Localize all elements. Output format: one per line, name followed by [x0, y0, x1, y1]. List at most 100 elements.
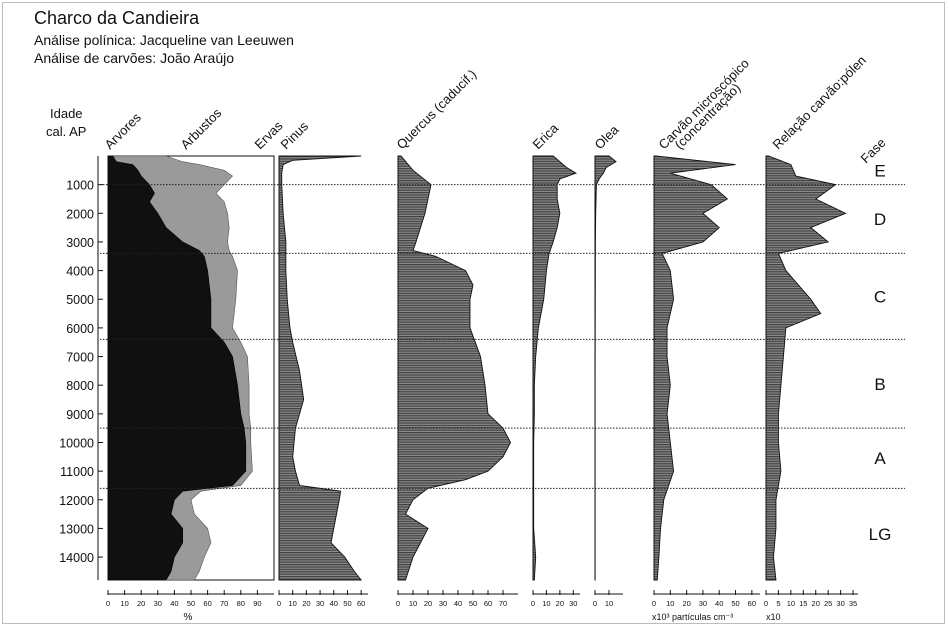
- pinus-x-tick-label: 30: [316, 599, 324, 608]
- olea-x-tick-label: 0: [593, 599, 597, 608]
- olea-x-tick-label: 10: [605, 599, 613, 608]
- summary-x-tick-label: 0: [106, 599, 110, 608]
- header-ervas: Ervas: [252, 118, 286, 152]
- carvao-x-tick-label: 40: [715, 599, 723, 608]
- phase-label: B: [874, 375, 885, 394]
- y-tick-label: 9000: [66, 408, 94, 422]
- header-olea: Olea: [592, 122, 623, 153]
- summary-x-tick-label: 50: [187, 599, 195, 608]
- pinus-x-tick-label: 40: [330, 599, 338, 608]
- erica-curve: [532, 155, 578, 581]
- summary-x-tick-label: 90: [253, 599, 261, 608]
- erica-x-tick-label: 10: [542, 599, 550, 608]
- relacao-area: [766, 156, 846, 580]
- carvao-x-tick-label: 20: [682, 599, 690, 608]
- y-tick-label: 7000: [66, 351, 94, 365]
- y-tick-label: 13000: [59, 522, 94, 536]
- erica-x-tick-label: 20: [556, 599, 564, 608]
- summary-x-tick-label: 80: [237, 599, 245, 608]
- pinus-x-tick-label: 10: [289, 599, 297, 608]
- phase-label: D: [874, 210, 886, 229]
- y-tick-label: 3000: [66, 236, 94, 250]
- pinus-x-tick-label: 60: [357, 599, 365, 608]
- phase-labels: E D C B A LG: [869, 161, 892, 544]
- phase-label: A: [874, 449, 886, 468]
- carvao-unit-label: x10³ partículas cm⁻³: [652, 612, 733, 622]
- quercus-curve: [397, 155, 512, 581]
- quercus-x-tick-label: 0: [396, 599, 400, 608]
- quercus-x-tick-label: 50: [469, 599, 477, 608]
- y-tick-label: 12000: [59, 494, 94, 508]
- y-tick-label: 14000: [59, 551, 94, 565]
- summary-x-tick-label: 10: [120, 599, 128, 608]
- pinus-x-tick-label: 50: [343, 599, 351, 608]
- header-erica: Erica: [530, 120, 562, 152]
- subtitle-pollen-analysis: Análise polínica: Jacqueline van Leeuwen: [34, 32, 294, 48]
- quercus-area: [398, 156, 511, 580]
- y-axis: 1000 2000 3000 4000 5000 6000 7000 8000 9000 1000…: [59, 156, 103, 580]
- relacao-x-tick-label: 10: [787, 599, 795, 608]
- quercus-x-tick-label: 30: [439, 599, 447, 608]
- header-arvores: Arvores: [102, 109, 145, 152]
- carvao-curve: [653, 155, 736, 581]
- y-tick-label: 5000: [66, 293, 94, 307]
- erica-area: [533, 156, 576, 580]
- olea-curve: [594, 155, 617, 581]
- quercus-x-tick-label: 10: [409, 599, 417, 608]
- y-tick-label: 11000: [60, 465, 94, 479]
- y-tick-label: 6000: [66, 322, 94, 336]
- relacao-x-tick-label: 25: [824, 599, 832, 608]
- subtitle-charcoal-analysis: Análise de carvões: João Araújo: [34, 50, 235, 66]
- phase-label: LG: [869, 525, 892, 544]
- carvao-x-tick-label: 50: [731, 599, 739, 608]
- pinus-x-tick-label: 0: [277, 599, 281, 608]
- y-tick-label: 2000: [66, 207, 94, 221]
- relacao-x-tick-label: 5: [776, 599, 780, 608]
- relacao-x-tick-label: 20: [812, 599, 820, 608]
- y-tick-label: 4000: [66, 265, 94, 279]
- header-quercus: Quercus (caducif.): [394, 66, 480, 152]
- header-arbustos: Arbustos: [178, 105, 225, 152]
- relacao-unit-label: x10: [766, 612, 781, 622]
- summary-x-tick-label: 30: [154, 599, 162, 608]
- summary-x-tick-label: 40: [170, 599, 178, 608]
- quercus-x-tick-label: 60: [484, 599, 492, 608]
- olea-area: [595, 156, 616, 580]
- quercus-x-tick-label: 20: [424, 599, 432, 608]
- relacao-x-tick-label: 35: [849, 599, 857, 608]
- pinus-x-tick-label: 20: [302, 599, 310, 608]
- y-tick-label: 10000: [59, 436, 94, 450]
- y-tick-label: 8000: [66, 379, 94, 393]
- y-axis-label-line2: cal. AP: [46, 124, 86, 139]
- phase-label: C: [874, 287, 886, 306]
- y-tick-label: 1000: [66, 179, 94, 193]
- carvao-x-tick-label: 60: [748, 599, 756, 608]
- relacao-x-tick-label: 0: [764, 599, 768, 608]
- summary-x-tick-label: 20: [137, 599, 145, 608]
- carvao-x-tick-label: 30: [699, 599, 707, 608]
- phase-boundaries: [100, 184, 905, 489]
- summary-x-tick-label: 60: [203, 599, 211, 608]
- header-carvao-line1: Carvão microscópico: [656, 56, 752, 152]
- quercus-x-tick-label: 40: [454, 599, 462, 608]
- quercus-x-tick-label: 70: [499, 599, 507, 608]
- summary-x-tick-label: 70: [220, 599, 228, 608]
- pinus-curve: [278, 155, 363, 581]
- chart-title: Charco da Candieira: [34, 8, 200, 28]
- relacao-x-tick-label: 30: [836, 599, 844, 608]
- carvao-x-tick-label: 0: [652, 599, 656, 608]
- pinus-area: [279, 156, 362, 580]
- erica-x-tick-label: 0: [531, 599, 535, 608]
- header-pinus: Pinus: [278, 118, 312, 152]
- erica-x-tick-label: 30: [569, 599, 577, 608]
- y-axis-label-line1: Idade: [50, 106, 83, 121]
- summary-unit-label: %: [184, 612, 193, 623]
- relacao-curve: [765, 155, 847, 581]
- trees-area: [107, 155, 247, 581]
- relacao-x-tick-label: 15: [799, 599, 807, 608]
- carvao-x-tick-label: 10: [666, 599, 674, 608]
- carvao-area: [654, 156, 736, 580]
